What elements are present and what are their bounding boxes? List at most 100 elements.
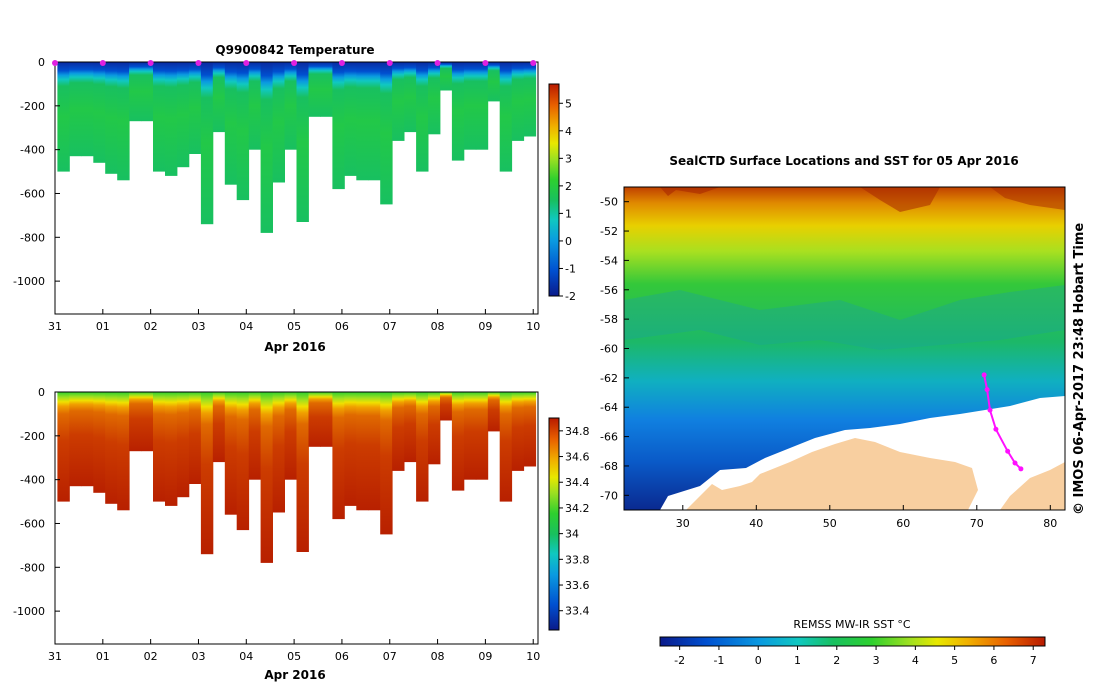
- map-y-tick-label: -50: [600, 196, 618, 209]
- x-tick-label: 03: [191, 320, 205, 333]
- profile-column: [499, 62, 513, 172]
- profile-column: [332, 392, 345, 520]
- surface-marker: [482, 60, 489, 66]
- x-tick-label: 10: [526, 320, 540, 333]
- profile-column: [416, 392, 429, 502]
- profile-column: [224, 62, 238, 185]
- map-y-tick-label: -54: [600, 254, 618, 267]
- warm-patch-east: [990, 187, 1065, 210]
- profile-column: [344, 392, 357, 506]
- seal-location: [993, 426, 999, 432]
- temperature-colorbar-ticks: 5 4 3 2 1 0 -1 -2: [559, 97, 576, 303]
- salinity-colorbar: [548, 417, 560, 631]
- profile-column: [404, 62, 417, 133]
- surface-marker: [434, 60, 441, 66]
- colorbar-tick-label: 34: [565, 528, 579, 541]
- temperature-profiles: [57, 62, 537, 233]
- profile-column: [200, 392, 214, 555]
- profile-column: [416, 62, 429, 172]
- profile-column: [475, 392, 489, 480]
- colorbar-tick-label: 34.6: [565, 451, 590, 464]
- sst-map-panel: SealCTD Surface Locations and SST for 05…: [600, 154, 1087, 667]
- salinity-xlabel: Apr 2016: [264, 668, 325, 682]
- x-tick-label: 04: [239, 650, 253, 663]
- profile-column: [105, 62, 118, 174]
- surface-marker: [530, 60, 537, 66]
- colorbar-tick-label: 1: [565, 207, 572, 220]
- profile-column: [81, 62, 94, 157]
- profile-column: [356, 62, 369, 181]
- profile-column: [141, 62, 154, 122]
- x-tick-label: 04: [239, 320, 253, 333]
- colorbar-tick-label: 34.2: [565, 502, 590, 515]
- salinity-colorbar-ticks: 34.8 34.6 34.4 34.2 34 33.8 33.6 33.4: [559, 425, 590, 618]
- temperature-colorbar: [548, 83, 560, 297]
- profile-column: [332, 62, 345, 190]
- map-y-tick-label: -52: [600, 225, 618, 238]
- surface-marker: [99, 60, 106, 66]
- temperature-x-ticks: 31 01 02 03 04 05 06 07 08 09 10: [48, 309, 540, 333]
- profile-column: [380, 62, 393, 205]
- sst-colorbar-tick-label: 6: [990, 654, 997, 667]
- seal-location: [1018, 466, 1024, 472]
- seal-location: [981, 372, 987, 378]
- sst-colorbar-tick-label: 7: [1030, 654, 1037, 667]
- x-tick-label: 02: [144, 320, 158, 333]
- x-tick-label: 10: [526, 650, 540, 663]
- sst-colorbar-ticks: -2 -1 0 1 2 3 4 5 6 7: [674, 646, 1037, 667]
- profile-column: [368, 62, 381, 181]
- profile-column: [81, 392, 94, 487]
- x-tick-label: 06: [335, 650, 349, 663]
- profile-column: [93, 62, 106, 163]
- x-tick-label: 05: [287, 650, 301, 663]
- profile-column: [487, 392, 501, 432]
- map-y-tick-label: -66: [600, 431, 618, 444]
- map-y-tick-label: -58: [600, 313, 618, 326]
- x-tick-label: 02: [144, 650, 158, 663]
- profile-column: [105, 392, 118, 504]
- profile-column: [248, 62, 262, 150]
- x-tick-label: 09: [478, 320, 492, 333]
- profile-column: [272, 392, 285, 513]
- profile-column: [320, 62, 333, 117]
- colorbar-tick-label: -1: [565, 262, 576, 275]
- surface-marker: [52, 60, 58, 66]
- map-y-ticks: -50 -52 -54 -56 -58 -60 -62 -64 -66 -68 -70: [600, 196, 629, 502]
- colorbar-tick-label: 0: [565, 235, 572, 248]
- profile-column: [129, 392, 142, 452]
- profile-column: [176, 62, 190, 168]
- profile-column: [451, 62, 465, 161]
- temperature-surface-markers: [52, 60, 537, 66]
- profile-column: [236, 392, 250, 531]
- colorbar-tick-label: 5: [565, 97, 572, 110]
- x-tick-label: 07: [383, 320, 397, 333]
- map-y-tick-label: -56: [600, 284, 618, 297]
- surface-marker: [338, 60, 345, 66]
- sst-colorbar: [659, 636, 1046, 647]
- credit-text: © IMOS 06-Apr-2017 23:48 Hobart Time: [1072, 223, 1087, 515]
- profile-column: [129, 62, 142, 122]
- profile-column: [272, 62, 285, 183]
- seal-location: [987, 407, 993, 413]
- antarctic-land: [686, 438, 978, 510]
- profile-column: [511, 392, 525, 471]
- green-blue-transition: [624, 285, 1065, 350]
- profile-column: [57, 392, 70, 502]
- temperature-panel: Q9900842 Temperature 31 01 02 03 04 05 06 07 08 0…: [13, 43, 576, 354]
- profile-column: [320, 392, 333, 447]
- sst-colorbar-tick-label: 0: [755, 654, 762, 667]
- profile-column: [200, 62, 214, 225]
- profile-column: [93, 392, 106, 493]
- profile-column: [188, 392, 202, 484]
- x-tick-label: 01: [96, 650, 110, 663]
- colorbar-tick-label: 33.4: [565, 605, 590, 618]
- profile-column: [368, 392, 381, 511]
- y-tick-label: -1000: [13, 275, 45, 288]
- surface-marker: [147, 60, 154, 66]
- colorbar-tick-label: 2: [565, 180, 572, 193]
- profile-column: [428, 392, 441, 465]
- profile-column: [141, 392, 154, 452]
- sst-colorbar-tick-label: 1: [794, 654, 801, 667]
- profile-column: [392, 62, 405, 141]
